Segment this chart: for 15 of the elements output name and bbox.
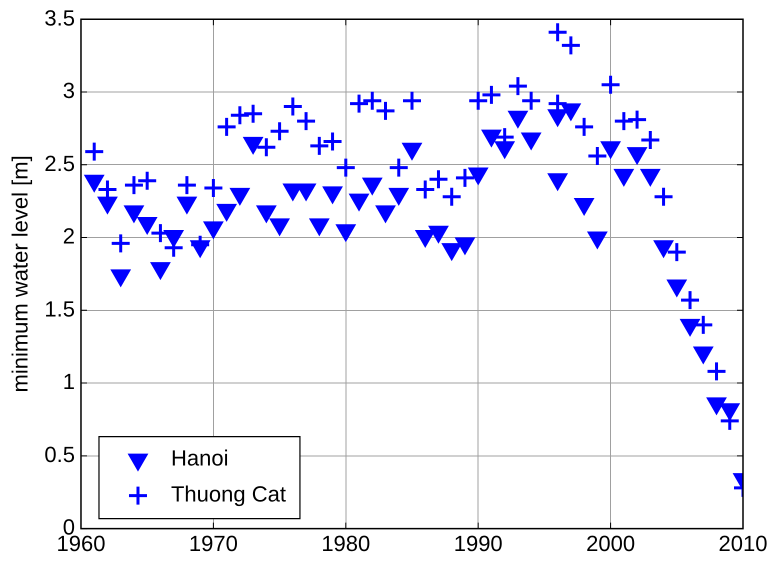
y-tick-label: 1.5: [44, 296, 75, 322]
y-tick-label: 1: [62, 369, 75, 394]
x-tick-label: 1990: [454, 530, 503, 556]
y-tick-label: 3: [62, 78, 75, 104]
x-tick-label: 2010: [718, 530, 768, 556]
y-axis-title: minimum water level [m]: [7, 155, 32, 392]
y-tick-label: 2: [62, 224, 75, 249]
y-tick-label: 2.5: [44, 150, 75, 176]
legend-label: Thuong Cat: [170, 482, 286, 507]
x-tick-label: 2000: [586, 530, 636, 556]
legend-label: Hanoi: [170, 446, 228, 471]
y-tick-label: 0.5: [44, 442, 75, 467]
x-tick-label: 1970: [188, 530, 238, 556]
y-tick-label: 3.5: [44, 5, 75, 30]
x-tick-label: 1980: [321, 530, 370, 556]
